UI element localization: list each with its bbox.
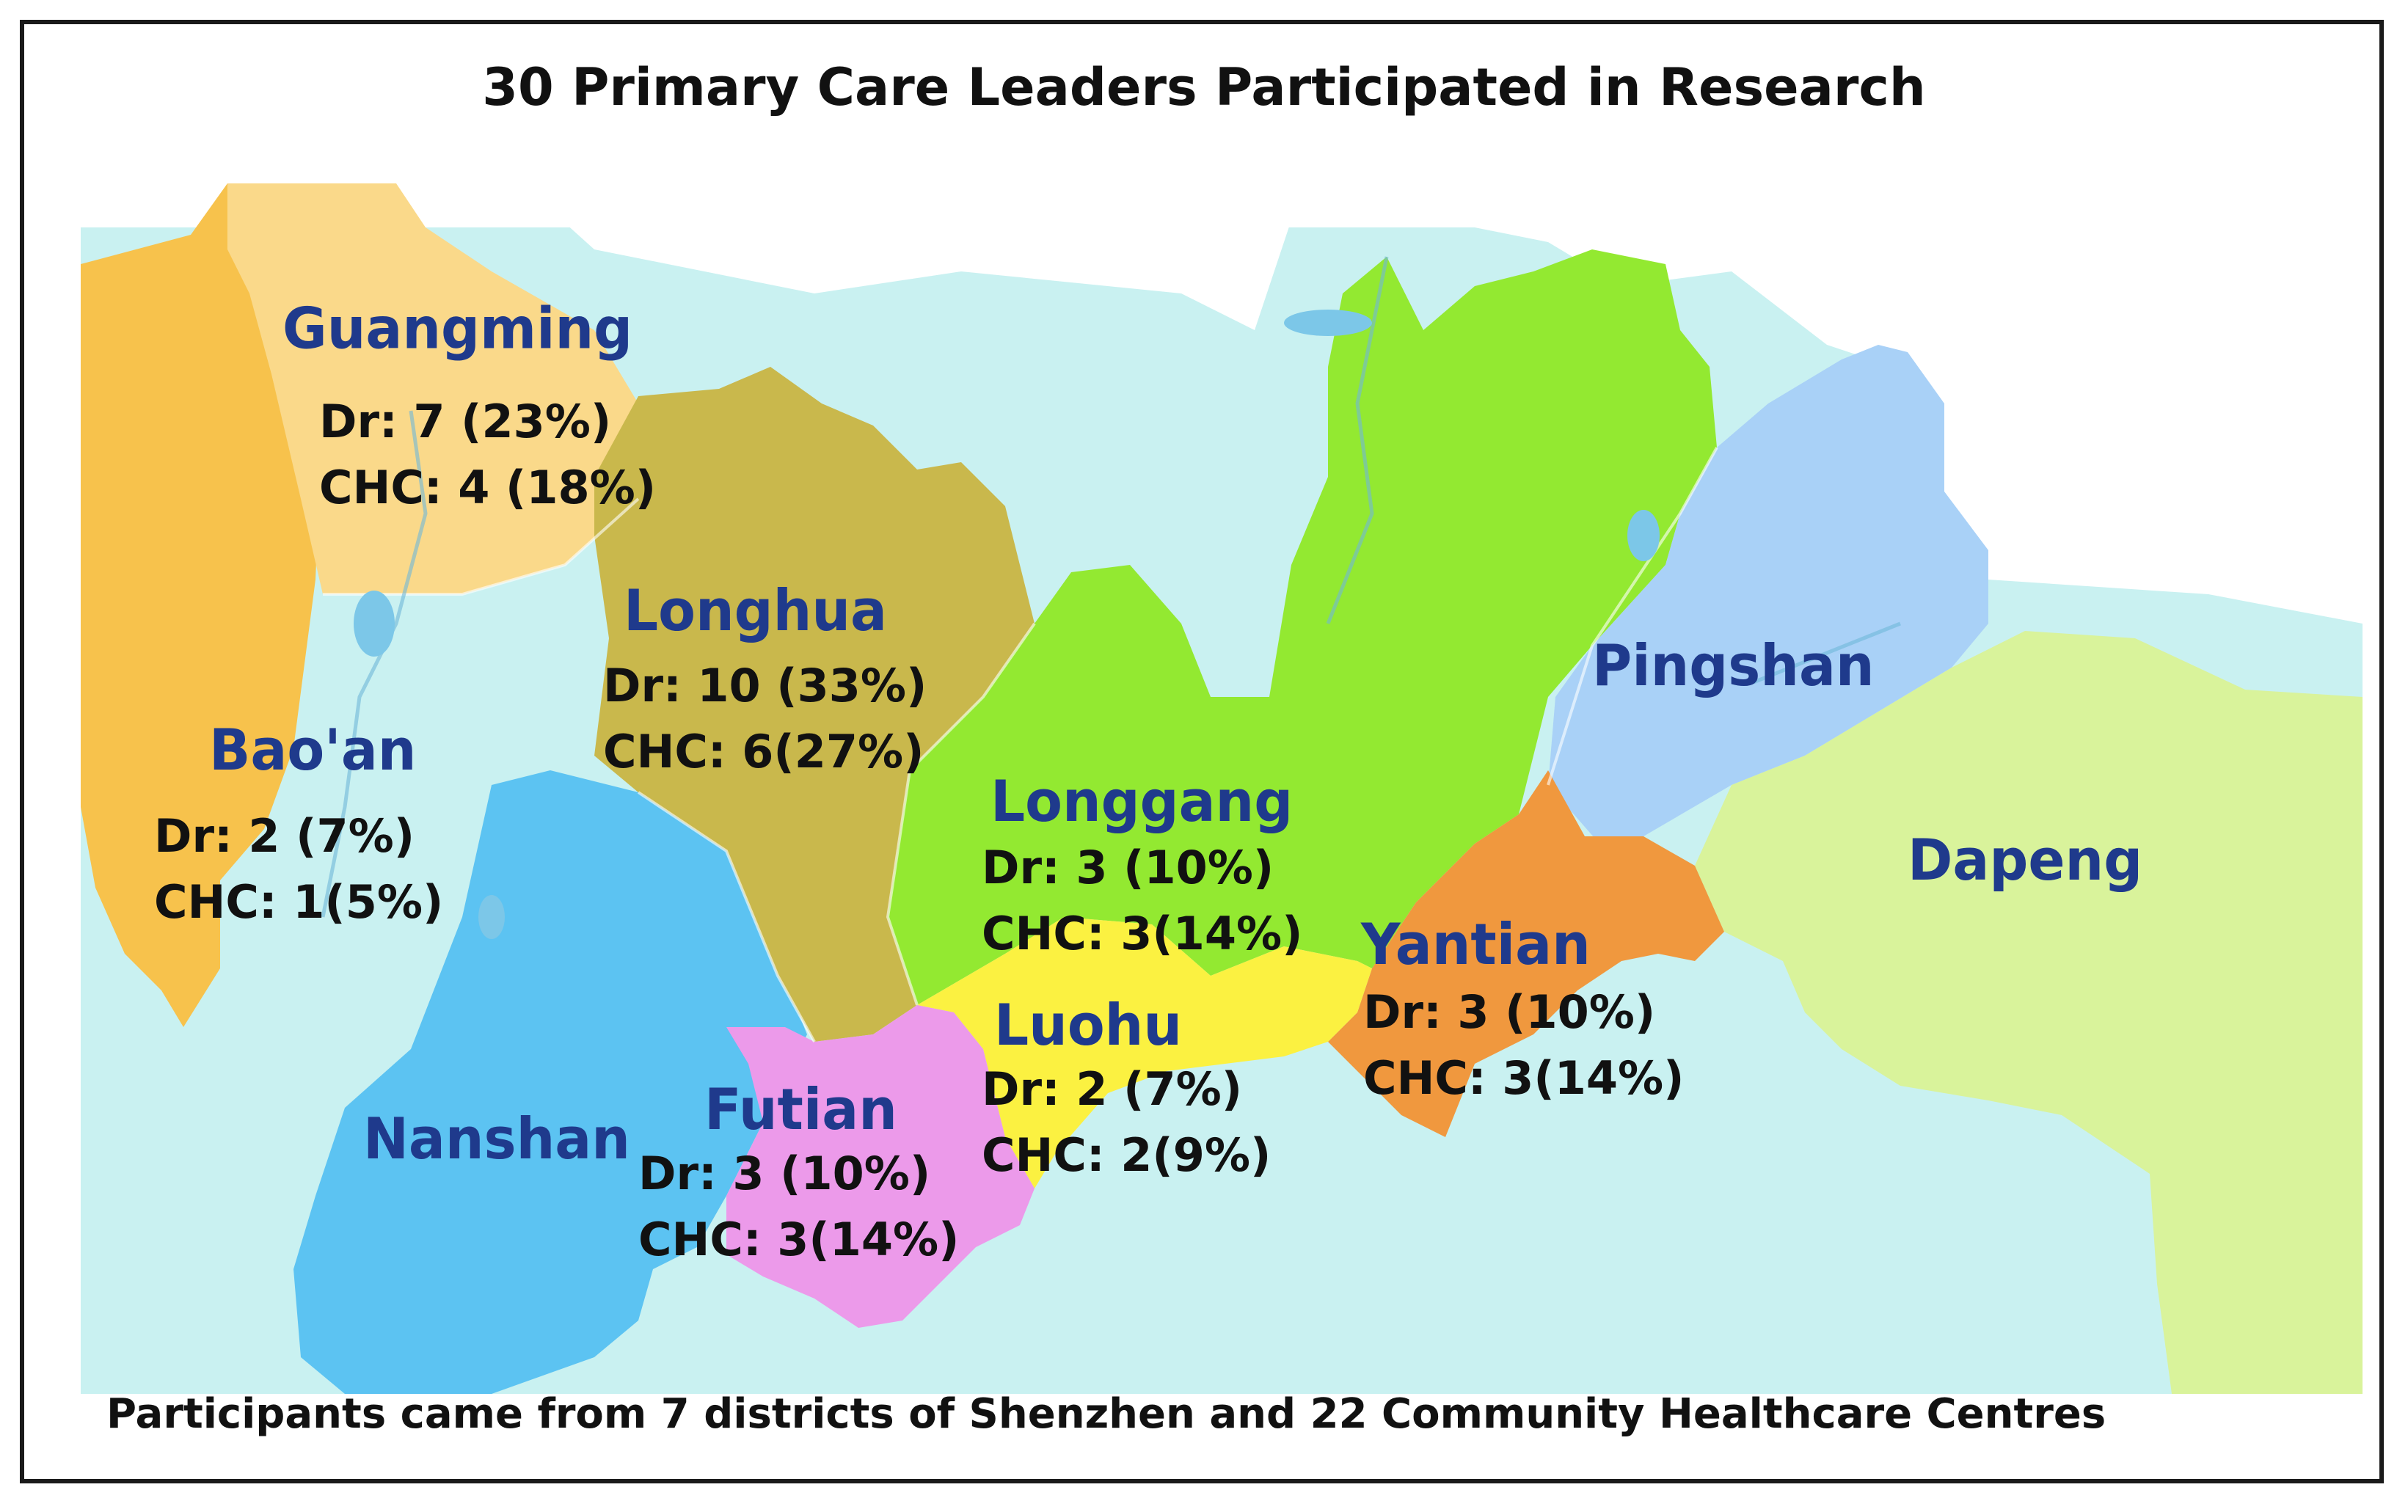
district-name-luohu: Luohu <box>994 992 1183 1059</box>
district-name-longhua: Longhua <box>624 577 887 645</box>
rivers <box>321 256 1901 918</box>
stat-dr-futian: Dr: 3 (10%) <box>638 1147 931 1200</box>
stat-dr-yantian: Dr: 3 (10%) <box>1363 985 1656 1039</box>
district-name-nanshan: Nanshan <box>363 1106 630 1173</box>
stats-futian: Dr: 3 (10%) CHC: 3(14%) <box>638 1141 959 1273</box>
district-borders <box>323 447 1718 1042</box>
district-dapeng <box>1695 631 2363 1394</box>
district-name-longgang: Longgang <box>990 768 1294 836</box>
stat-chc-luohu: CHC: 2(9%) <box>982 1128 1272 1182</box>
shenzhen-district-map <box>81 183 2363 1394</box>
stat-chc-guangming: CHC: 4 (18%) <box>319 461 657 514</box>
district-luohu <box>917 917 1372 1188</box>
district-name-futian: Futian <box>704 1076 897 1144</box>
reservoirs <box>354 310 1660 939</box>
district-name-pingshan: Pingshan <box>1592 632 1875 700</box>
stats-yantian: Dr: 3 (10%) CHC: 3(14%) <box>1363 979 1684 1111</box>
stat-chc-futian: CHC: 3(14%) <box>638 1213 960 1266</box>
stats-longgang: Dr: 3 (10%) CHC: 3(14%) <box>982 835 1302 967</box>
stat-chc-longgang: CHC: 3(14%) <box>982 907 1303 960</box>
stat-dr-guangming: Dr: 7 (23%) <box>319 395 612 448</box>
stat-chc-longhua: CHC: 6(27%) <box>603 725 924 778</box>
district-name-guangming: Guangming <box>282 295 633 362</box>
stat-dr-baoan: Dr: 2 (7%) <box>154 809 415 863</box>
stats-longhua: Dr: 10 (33%) CHC: 6(27%) <box>603 653 927 785</box>
district-futian <box>726 1005 1035 1328</box>
stat-dr-longgang: Dr: 3 (10%) <box>982 841 1274 894</box>
stats-luohu: Dr: 2 (7%) CHC: 2(9%) <box>982 1056 1271 1188</box>
stat-dr-longhua: Dr: 10 (33%) <box>603 659 927 712</box>
stat-chc-yantian: CHC: 3(14%) <box>1363 1051 1685 1105</box>
district-longhua <box>594 367 1035 1042</box>
district-nanshan <box>293 770 807 1394</box>
stats-guangming: Dr: 7 (23%) CHC: 4 (18%) <box>319 389 656 521</box>
stat-chc-baoan: CHC: 1(5%) <box>154 875 444 929</box>
figure-title: 30 Primary Care Leaders Participated in … <box>482 57 1926 117</box>
figure-footer: Participants came from 7 districts of Sh… <box>106 1390 2106 1438</box>
district-name-baoan: Bao'an <box>209 717 417 784</box>
stats-baoan: Dr: 2 (7%) CHC: 1(5%) <box>154 803 443 935</box>
district-name-yantian: Yantian <box>1361 911 1591 979</box>
map-outside-area <box>81 183 2363 624</box>
district-name-dapeng: Dapeng <box>1908 827 2143 894</box>
district-pingshan <box>1548 345 1988 844</box>
district-longgang <box>888 249 1717 1005</box>
stat-dr-luohu: Dr: 2 (7%) <box>982 1062 1243 1116</box>
district-guangming <box>227 183 638 594</box>
district-yantian <box>1328 770 1724 1137</box>
